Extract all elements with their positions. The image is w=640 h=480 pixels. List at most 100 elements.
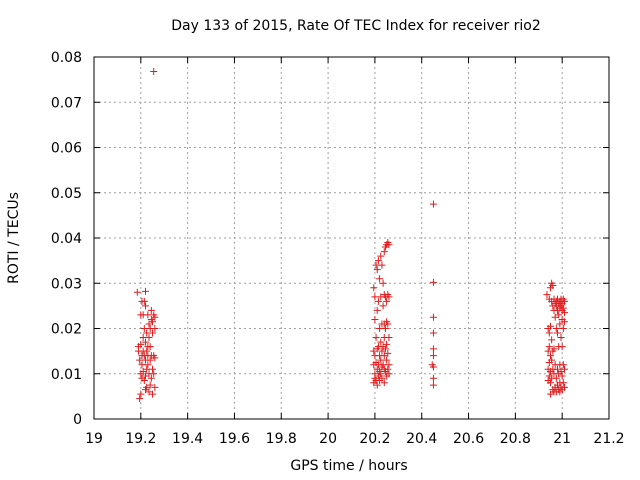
data-point — [557, 367, 565, 375]
data-point — [146, 356, 154, 364]
x-tick-label: 21.2 — [593, 431, 624, 447]
data-point — [144, 311, 152, 319]
data-point — [546, 390, 554, 398]
data-point — [136, 356, 144, 364]
data-point — [140, 377, 148, 385]
data-point — [545, 329, 553, 337]
data-point — [546, 322, 554, 330]
data-point — [137, 340, 145, 348]
data-point — [548, 356, 556, 364]
y-axis-title: ROTI / TECUs — [6, 192, 22, 284]
x-tick-label: 19.2 — [125, 431, 156, 447]
data-point — [546, 379, 554, 387]
data-point — [559, 361, 567, 369]
data-point — [143, 329, 151, 337]
data-point — [429, 329, 437, 337]
data-point — [142, 302, 149, 310]
y-tick-label: 0.08 — [51, 50, 82, 66]
data-point — [373, 381, 381, 389]
data-point — [140, 297, 148, 305]
data-point — [385, 361, 393, 369]
data-point — [429, 278, 437, 286]
data-point — [149, 365, 157, 373]
data-point — [143, 365, 151, 373]
data-point — [561, 297, 569, 305]
data-point — [380, 352, 388, 360]
data-point — [377, 338, 385, 346]
data-point — [381, 325, 389, 332]
data-point — [147, 306, 155, 314]
data-point — [150, 67, 158, 75]
x-tick-label: 19.8 — [266, 431, 297, 447]
data-point — [559, 304, 567, 312]
data-point — [373, 306, 381, 314]
x-tick-label: 19.6 — [219, 431, 250, 447]
grid-lines — [94, 57, 609, 419]
data-point — [385, 334, 393, 342]
y-tick-label: 0.02 — [51, 322, 82, 338]
data-point — [558, 372, 566, 380]
y-tick-labels: 0 0.01 0.02 0.03 0.04 0.05 0.06 0.07 0.08 — [51, 50, 82, 428]
data-point — [378, 261, 386, 269]
data-point — [552, 374, 560, 382]
data-point — [144, 361, 152, 369]
data-point — [151, 354, 159, 362]
data-point — [550, 345, 558, 353]
y-tick-label: 0.04 — [51, 231, 82, 247]
data-point — [373, 266, 381, 274]
data-point — [145, 320, 153, 328]
data-point — [554, 329, 561, 337]
x-tick-label: 20 — [319, 431, 337, 447]
data-point — [142, 338, 149, 346]
data-point — [552, 325, 560, 332]
data-point — [371, 293, 379, 301]
x-axis-title: GPS time / hours — [290, 458, 407, 474]
data-point — [561, 383, 569, 391]
data-point — [374, 257, 382, 265]
data-point — [372, 261, 380, 269]
y-tick-label: 0.05 — [51, 186, 82, 202]
data-point — [385, 241, 393, 249]
data-point — [377, 356, 385, 364]
data-point — [146, 343, 154, 351]
data-point — [379, 302, 387, 310]
y-tick-label: 0.06 — [51, 141, 82, 157]
data-points — [133, 67, 569, 403]
data-point — [381, 345, 389, 353]
data-point — [551, 313, 559, 321]
data-point — [376, 325, 384, 332]
y-tick-label: 0.03 — [51, 276, 82, 292]
data-point — [370, 284, 378, 292]
data-point — [372, 334, 380, 342]
data-point — [561, 318, 569, 326]
data-point — [378, 374, 386, 382]
data-point — [143, 383, 151, 391]
data-point — [429, 381, 437, 389]
data-point — [139, 334, 147, 342]
data-point — [557, 334, 565, 342]
x-tick-label: 20.8 — [500, 431, 531, 447]
data-point — [137, 390, 145, 398]
data-point — [143, 347, 151, 355]
data-point — [385, 370, 393, 378]
data-point — [151, 325, 159, 332]
data-point — [380, 379, 388, 387]
data-point — [429, 313, 437, 321]
data-point — [140, 325, 148, 332]
x-tick-label: 19 — [85, 431, 103, 447]
data-point — [378, 347, 386, 355]
data-point — [133, 288, 141, 296]
data-point — [561, 365, 569, 373]
data-point — [377, 252, 385, 260]
data-point — [549, 282, 557, 290]
data-point — [384, 349, 392, 357]
data-point — [149, 329, 157, 337]
data-point — [377, 370, 385, 378]
data-point — [370, 347, 378, 355]
data-point — [136, 395, 144, 403]
y-tick-label: 0.01 — [51, 367, 82, 383]
data-point — [559, 379, 567, 387]
data-point — [146, 381, 154, 389]
data-point — [147, 374, 155, 382]
